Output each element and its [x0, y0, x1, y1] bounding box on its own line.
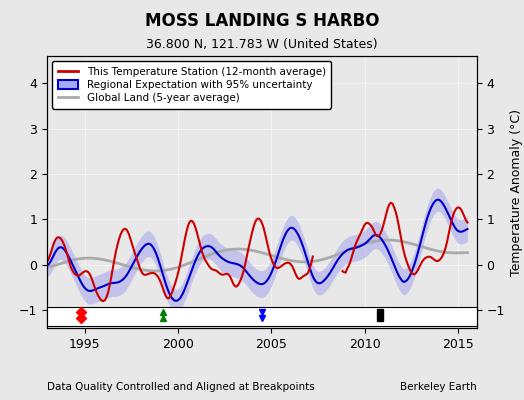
Text: Data Quality Controlled and Aligned at Breakpoints: Data Quality Controlled and Aligned at B… — [47, 382, 315, 392]
Text: Empirical Break: Empirical Break — [389, 314, 460, 322]
Text: Station Move: Station Move — [90, 314, 150, 322]
Text: Time of Obs. Change: Time of Obs. Change — [271, 314, 366, 322]
Text: Station Move: Station Move — [90, 308, 150, 317]
Text: Record Gap: Record Gap — [172, 314, 225, 322]
Text: Time of Obs. Change: Time of Obs. Change — [271, 308, 366, 317]
Text: MOSS LANDING S HARBO: MOSS LANDING S HARBO — [145, 12, 379, 30]
Bar — [47, 307, 477, 326]
Legend: This Temperature Station (12-month average), Regional Expectation with 95% uncer: This Temperature Station (12-month avera… — [52, 61, 331, 108]
Y-axis label: Temperature Anomaly (°C): Temperature Anomaly (°C) — [510, 108, 523, 276]
Text: 36.800 N, 121.783 W (United States): 36.800 N, 121.783 W (United States) — [146, 38, 378, 51]
Text: Berkeley Earth: Berkeley Earth — [400, 382, 477, 392]
Text: Record Gap: Record Gap — [172, 308, 225, 317]
Text: Empirical Break: Empirical Break — [389, 308, 460, 317]
